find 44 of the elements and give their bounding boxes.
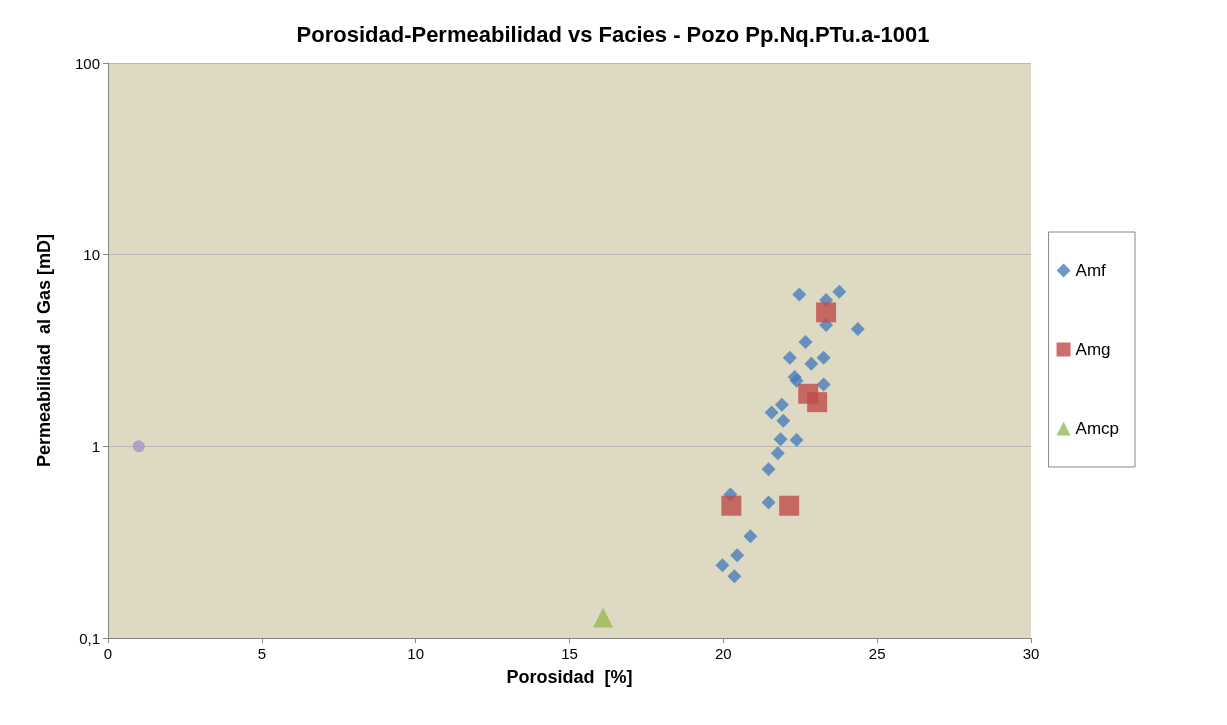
point xyxy=(816,350,831,365)
point xyxy=(715,558,730,573)
x-tick-label: 0 xyxy=(103,645,113,662)
point xyxy=(792,287,807,302)
point xyxy=(789,373,804,388)
point xyxy=(761,462,776,477)
x-axis-title: Porosidad [%] xyxy=(506,667,633,687)
point xyxy=(789,432,804,447)
chart-title: Porosidad-Permeabilidad vs Facies - Pozo Pp.Nq.PTu.a-1001 xyxy=(296,21,930,47)
point xyxy=(779,495,800,516)
point xyxy=(764,405,779,420)
legend-label: Amf xyxy=(1075,261,1107,280)
point xyxy=(798,335,813,350)
point xyxy=(773,432,788,447)
point xyxy=(132,440,145,453)
point xyxy=(770,446,785,461)
x-tick-label: 20 xyxy=(714,645,732,662)
point xyxy=(850,321,865,336)
x-tick-label: 5 xyxy=(257,645,267,662)
point xyxy=(743,529,758,544)
point xyxy=(593,607,614,628)
y-axis-title: Permeabilidad al Gas [mD] xyxy=(34,233,54,468)
point xyxy=(761,495,776,510)
point xyxy=(832,284,847,299)
y-tick-label: 0,1 xyxy=(79,629,100,647)
point xyxy=(727,569,742,584)
point xyxy=(730,548,745,563)
point xyxy=(816,377,831,392)
point xyxy=(816,302,837,323)
legend-label: Amcp xyxy=(1075,419,1120,438)
point xyxy=(807,392,828,413)
x-tick-label: 25 xyxy=(868,645,886,662)
point xyxy=(776,413,791,428)
y-tick-label: 1 xyxy=(91,437,100,455)
x-tick-label: 30 xyxy=(1022,645,1040,662)
x-tick-label: 10 xyxy=(407,645,425,662)
x-tick-label: 15 xyxy=(561,645,578,662)
point xyxy=(782,350,797,365)
point xyxy=(721,495,742,516)
y-tick-label: 100 xyxy=(74,54,100,72)
point xyxy=(774,397,789,412)
y-tick-label: 10 xyxy=(83,246,100,264)
point xyxy=(804,356,819,371)
legend-label: Amg xyxy=(1075,340,1111,359)
